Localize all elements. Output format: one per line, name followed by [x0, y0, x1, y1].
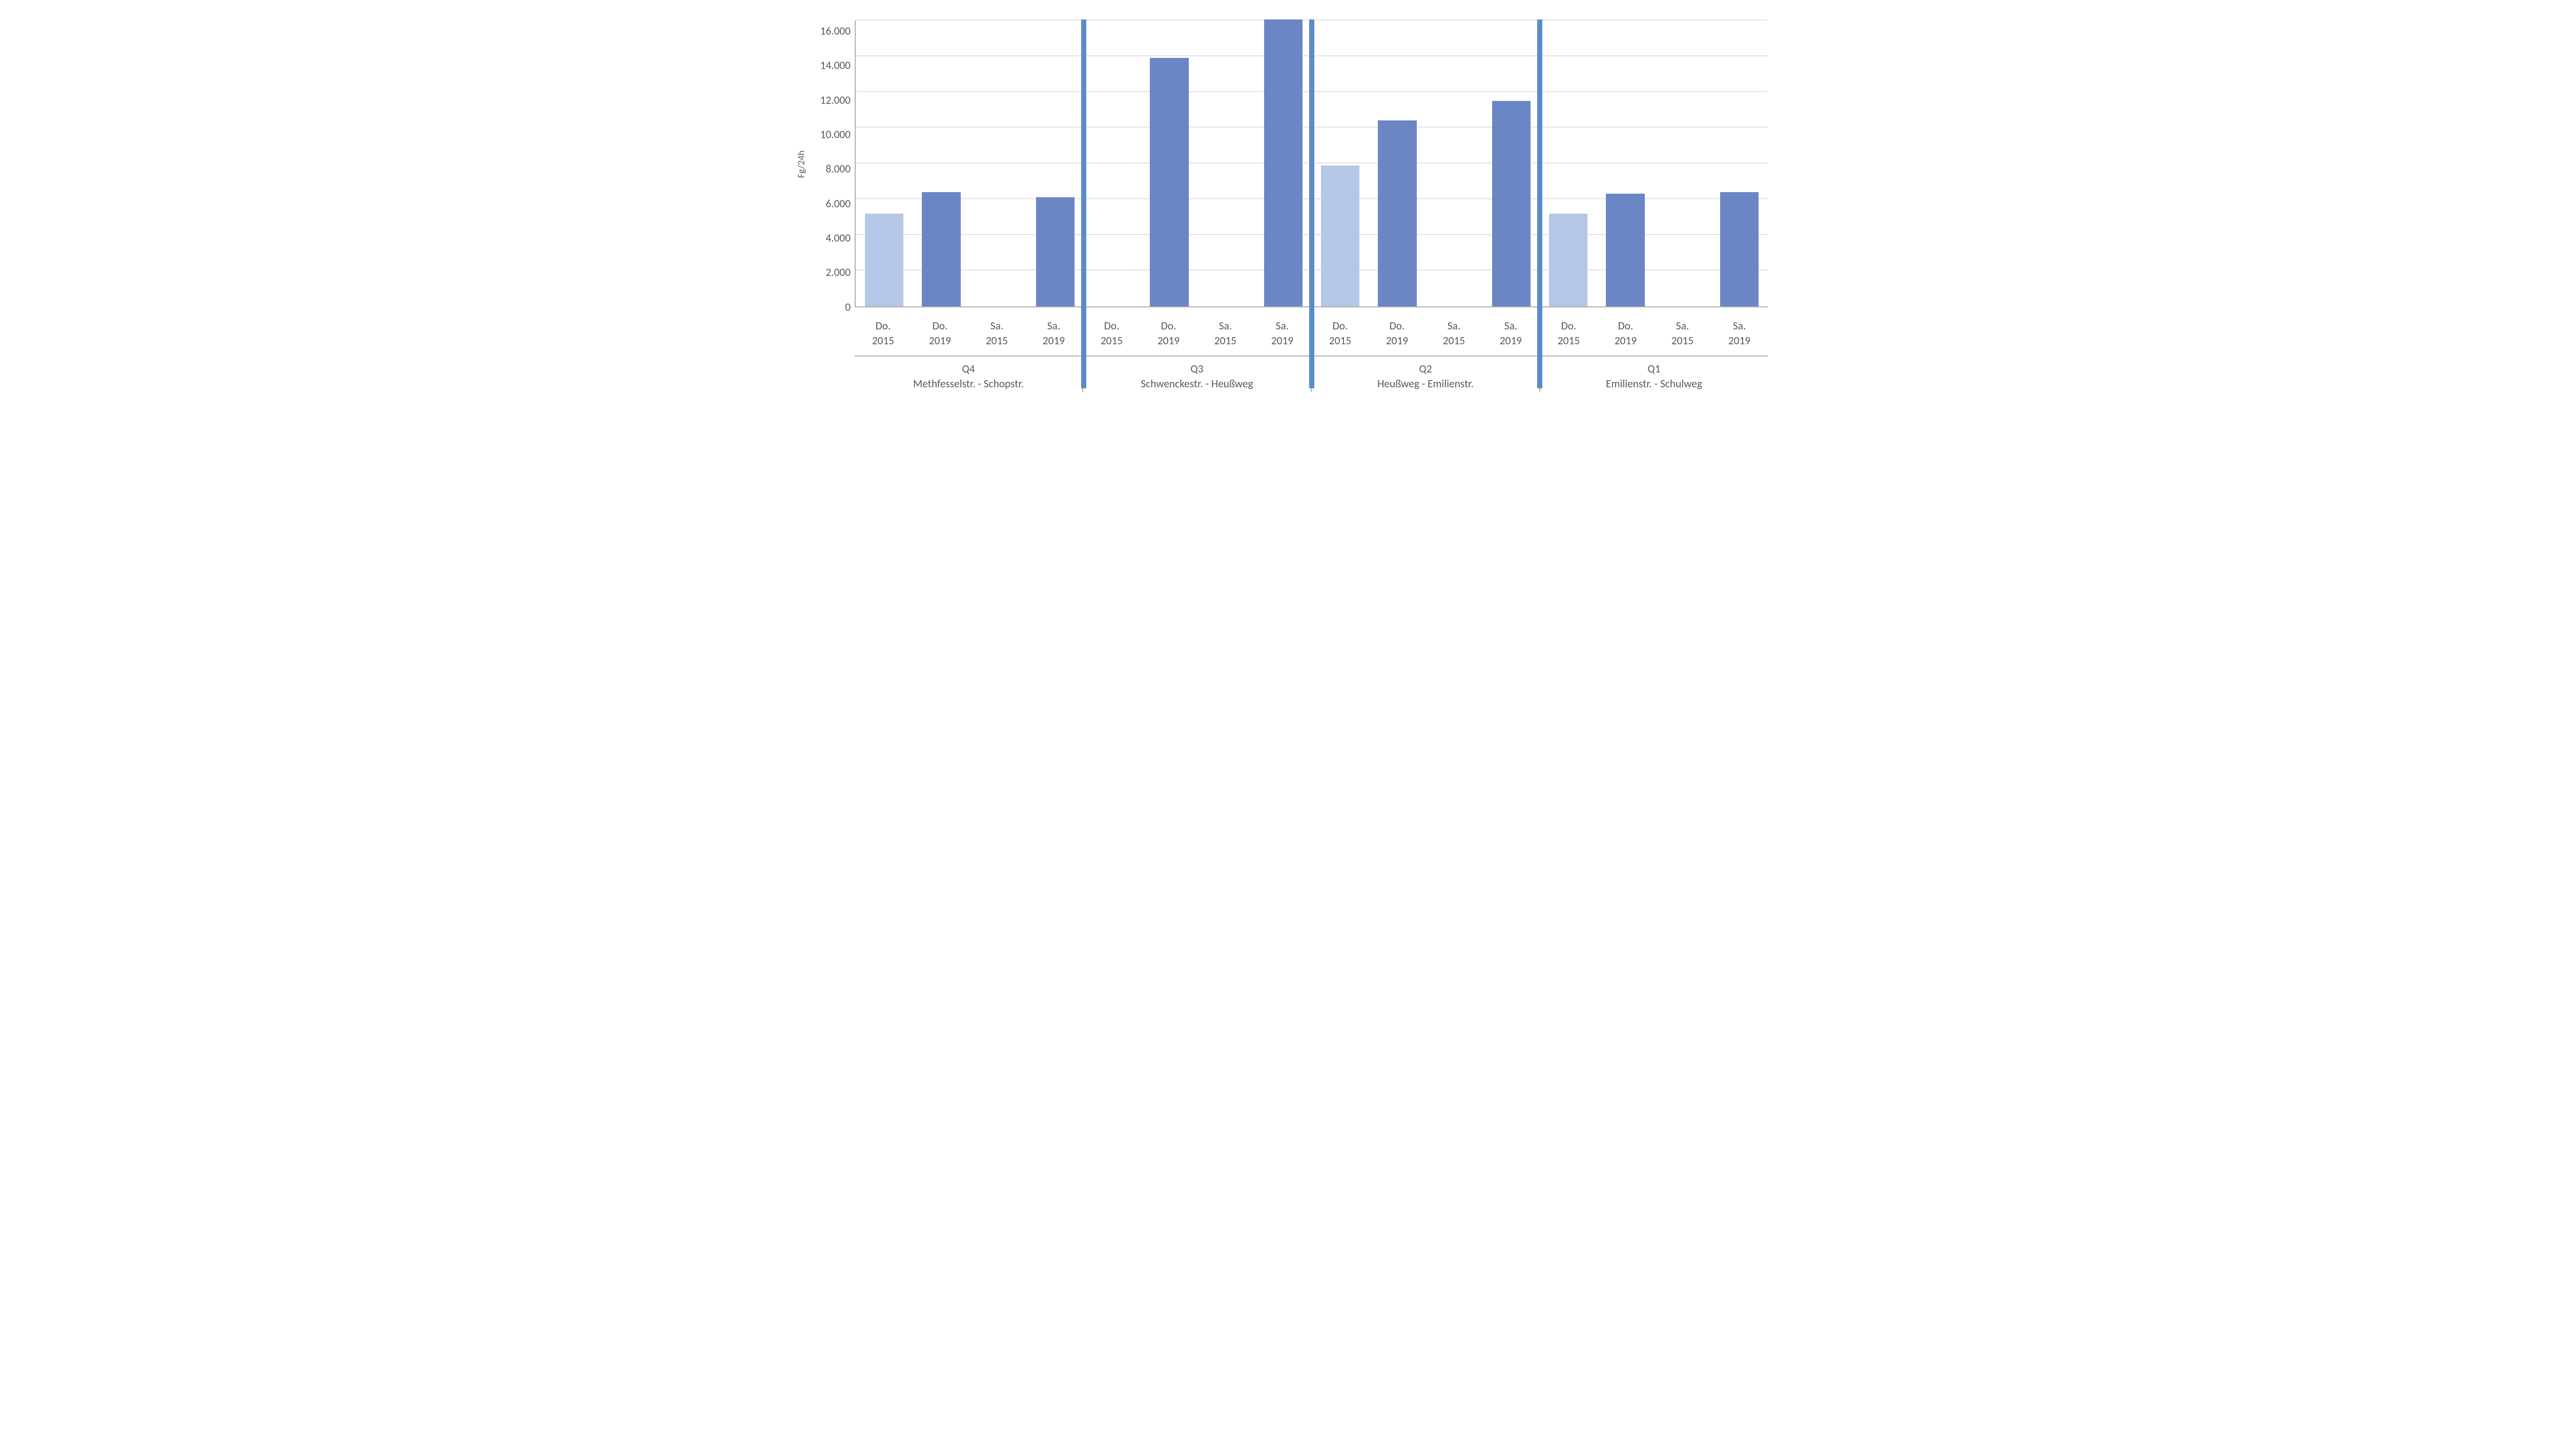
x-category-label: Do.2015 — [1312, 316, 1369, 356]
y-tick-label: 16.000 — [820, 26, 851, 37]
x-group: Do.2015Do.2019Sa.2015Sa.2019Q1Emilienstr… — [1539, 307, 1768, 392]
y-axis-label: Fg/24h — [796, 150, 808, 178]
bar-slot — [1654, 20, 1711, 306]
bar — [1264, 19, 1303, 306]
x-category-label: Sa.2019 — [1254, 316, 1311, 356]
y-tick-label: 6.000 — [825, 198, 851, 209]
bar-group — [1084, 20, 1312, 306]
bar — [865, 214, 904, 306]
y-tick-label: 12.000 — [820, 95, 851, 106]
x-group-label: Q2Heußweg - Emilienstr. — [1312, 356, 1539, 392]
bar-chart: Fg/24h 16.000 14.000 12.000 10.000 8.000 6.00… — [794, 20, 1768, 392]
bar-group — [1312, 20, 1540, 306]
bar-slot — [913, 20, 969, 306]
y-axis-ticks: 16.000 14.000 12.000 10.000 8.000 6.000 4.000 2… — [809, 20, 855, 307]
bar-slot — [1597, 20, 1654, 306]
x-group-label: Q1Emilienstr. - Schulweg — [1540, 356, 1768, 392]
x-category-row: Do.2015Do.2019Sa.2015Sa.2019 — [1540, 316, 1768, 356]
x-category-label: Sa.2019 — [1711, 316, 1768, 356]
x-category-label: Sa.2019 — [1025, 316, 1082, 356]
bar — [1606, 194, 1645, 306]
bar-slot — [1198, 20, 1255, 306]
bar-slot — [1369, 20, 1425, 306]
x-category-label: Sa.2015 — [968, 316, 1025, 356]
bar-slot — [970, 20, 1027, 306]
y-tick-label: 14.000 — [820, 60, 851, 71]
x-category-row: Do.2015Do.2019Sa.2015Sa.2019 — [855, 316, 1082, 356]
bar-slot — [1084, 20, 1141, 306]
y-tick-label: 2.000 — [825, 267, 851, 278]
chart-area: Fg/24h 16.000 14.000 12.000 10.000 8.000 6.00… — [794, 20, 1768, 307]
y-tick-label: 8.000 — [825, 164, 851, 175]
x-group: Do.2015Do.2019Sa.2015Sa.2019Q3Schwenckes… — [1082, 307, 1311, 392]
x-category-label: Sa.2015 — [1654, 316, 1711, 356]
x-category-label: Do.2019 — [912, 316, 968, 356]
bar-slot — [1312, 20, 1369, 306]
plot-region — [855, 20, 1768, 307]
bar — [922, 192, 961, 306]
x-category-row: Do.2015Do.2019Sa.2015Sa.2019 — [1312, 316, 1539, 356]
bar-slot — [856, 20, 913, 306]
x-group: Do.2015Do.2019Sa.2015Sa.2019Q2Heußweg - … — [1311, 307, 1539, 392]
x-category-label: Do.2019 — [1140, 316, 1197, 356]
bar-slot — [1141, 20, 1197, 306]
x-category-label: Sa.2015 — [1197, 316, 1254, 356]
bar-slot — [1027, 20, 1084, 306]
x-group-label: Q4Methfesselstr. - Schopstr. — [855, 356, 1082, 392]
bar-slot — [1255, 20, 1312, 306]
x-category-label: Do.2015 — [855, 316, 912, 356]
bar — [1321, 165, 1360, 307]
y-tick-label: 10.000 — [820, 130, 851, 140]
bar — [1720, 192, 1759, 306]
x-category-label: Sa.2015 — [1425, 316, 1482, 356]
bar-slot — [1483, 20, 1540, 306]
y-tick-label: 0 — [845, 302, 851, 313]
x-category-label: Do.2019 — [1597, 316, 1654, 356]
bar — [1036, 197, 1075, 306]
bar-slot — [1711, 20, 1768, 306]
x-category-label: Do.2015 — [1083, 316, 1140, 356]
bar — [1549, 214, 1588, 306]
y-tick-label: 4.000 — [825, 233, 851, 244]
y-axis-label-wrap: Fg/24h — [794, 20, 809, 307]
x-category-row: Do.2015Do.2019Sa.2015Sa.2019 — [1083, 316, 1311, 356]
bar-group — [856, 20, 1084, 306]
bar-slot — [1426, 20, 1483, 306]
bar-slot — [1540, 20, 1597, 306]
bar — [1150, 58, 1189, 306]
x-category-label: Do.2015 — [1540, 316, 1597, 356]
bar — [1492, 101, 1531, 306]
bar-group — [1540, 20, 1768, 306]
x-group: Do.2015Do.2019Sa.2015Sa.2019Q4Methfessel… — [855, 307, 1082, 392]
x-group-label: Q3Schwenckestr. - Heußweg — [1083, 356, 1311, 392]
x-category-label: Do.2019 — [1369, 316, 1425, 356]
bar — [1378, 120, 1417, 306]
x-category-label: Sa.2019 — [1482, 316, 1539, 356]
